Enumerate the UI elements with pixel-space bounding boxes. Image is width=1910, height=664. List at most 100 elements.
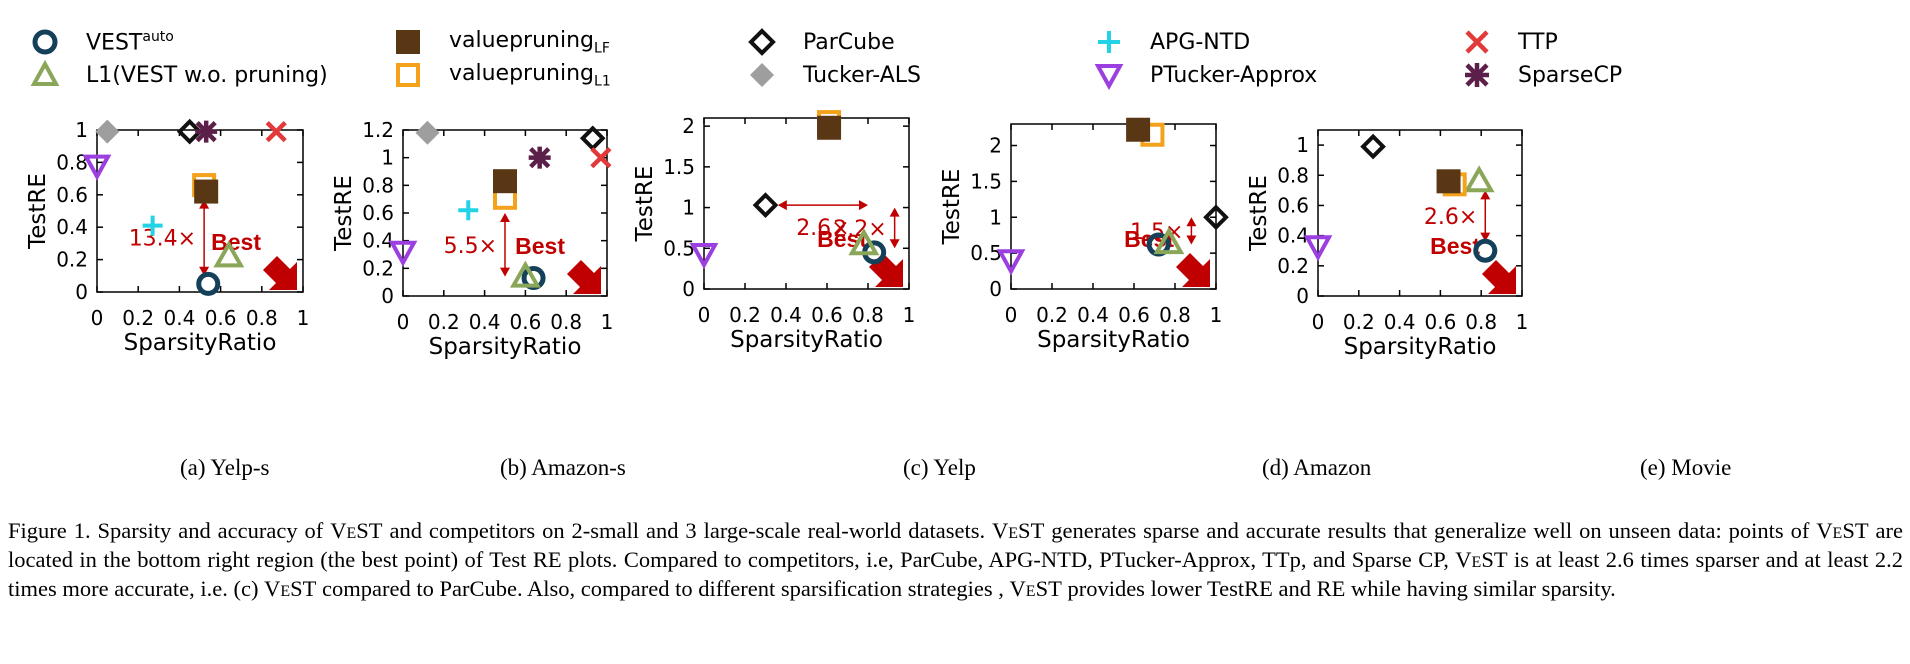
y-tick-label: 0.8 (56, 150, 88, 174)
legend-item-apg-ntd: APG-NTD (1094, 27, 1250, 57)
legend-item-sparsecp: SparseCP (1462, 60, 1622, 90)
x-tick-label: 0.8 (852, 303, 884, 327)
point-tucker-als (415, 120, 440, 145)
arrow-head (199, 266, 210, 276)
y-tick-label: 0.5 (663, 236, 695, 260)
ratio-label: 13.4× (129, 227, 196, 252)
point-sparsecp (528, 146, 551, 169)
point-apg-ntd (458, 200, 479, 221)
caption-method-name: VeST (992, 518, 1045, 543)
y-tick-label: 0.6 (56, 183, 88, 207)
caption-method-name: VeST (264, 576, 317, 601)
caption-method-name: VeST (1455, 547, 1508, 572)
legend-label-l1: L1(VEST w.o. pruning) (86, 62, 328, 88)
x-tick-label: 0.2 (729, 303, 761, 327)
filled-diamond-marker-icon (750, 63, 774, 87)
plot-frame (1317, 129, 1523, 297)
y-tick-label: 1.2 (362, 118, 394, 142)
legend-label-parcube: ParCube (803, 29, 895, 55)
point-tucker-als (95, 119, 120, 144)
legend-label-vp-l1: valuepruning (449, 60, 595, 86)
ratio-annotation: 5.5× (444, 213, 510, 277)
diamond-marker-icon (748, 28, 776, 56)
best-arrow-icon (263, 256, 297, 290)
x-tick-label: 0 (91, 306, 104, 330)
y-tick-label: 0.2 (1277, 254, 1309, 278)
point-parcube (752, 192, 779, 218)
best-arrow-icon (1482, 260, 1516, 294)
legend-item-parcube: ParCube (747, 27, 895, 57)
point-vest-auto (1473, 238, 1498, 263)
plot-frame (703, 117, 910, 290)
x-axis-label: SparsityRatio (429, 334, 582, 360)
legend-item-l1: L1(VEST w.o. pruning) (30, 60, 328, 90)
legend-label-ptucker: PTucker-Approx (1150, 62, 1318, 88)
subfigure-caption-a: (a) Yelp-s (180, 455, 270, 480)
y-axis-label: TestRE (939, 169, 965, 246)
y-tick-label: 0 (1296, 284, 1309, 308)
point-ptucker (82, 154, 112, 181)
x-tick-label: 0.8 (246, 306, 278, 330)
ratio-label: 2.6× (1424, 205, 1477, 230)
ratio-annotation: 2.6× (777, 200, 868, 241)
x-tick-label: 0.2 (1343, 310, 1375, 334)
x-axis-label: SparsityRatio (1344, 334, 1497, 360)
x-tick-label: 0.8 (1465, 310, 1497, 334)
legend-label-vest-auto: VEST (86, 30, 143, 56)
point-vest-auto (196, 271, 221, 296)
ratio-annotation: 2.6× (1424, 190, 1491, 242)
x-tick-label: 0.6 (1118, 303, 1150, 327)
point-ttp (590, 147, 612, 169)
point-valuepruning-lf (817, 115, 842, 140)
caption-part: compared to ParCube. Also, compared to d… (316, 576, 1010, 601)
point-apg-ntd (142, 215, 163, 236)
caption-part: and competitors on 2-small and 3 large-s… (382, 518, 993, 543)
legend-label-vest-auto-sup: auto (142, 28, 174, 45)
x-tick-label: 0.2 (428, 310, 460, 334)
legend-label-vp-l1-sub: L1 (594, 73, 611, 90)
x-tick-label: 0.6 (811, 303, 843, 327)
x-tick-label: 1 (903, 303, 916, 327)
x-tick-label: 1 (1516, 310, 1529, 334)
legend-label-apg-ntd: APG-NTD (1150, 29, 1251, 55)
caption-part: provides lower TestRE and RE while havin… (1061, 576, 1616, 601)
legend-item-vp-l1: valuepruningL1 (393, 60, 611, 90)
arrow-head (1480, 190, 1491, 200)
chart-panel-d: 0 0.5 1 1.5 2 0 0.2 0.4 0.6 0.8 1 SparsityRatio Test… (939, 117, 1229, 353)
y-axis-label: TestRE (331, 175, 357, 252)
figure-caption: Figure 1. Sparsity and accuracy of VeST … (8, 516, 1903, 603)
legend-item-tucker-als: Tucker-ALS (747, 60, 921, 90)
best-arrow-icon (869, 253, 903, 287)
arrow-head (889, 239, 900, 249)
x-axis-label: SparsityRatio (1037, 327, 1190, 353)
plus-marker-icon (1098, 31, 1120, 53)
subfigure-caption-e: (e) Movie (1640, 455, 1732, 480)
point-ptucker (388, 240, 418, 267)
legend-label-ttp: TTP (1518, 29, 1558, 55)
legend-item-vp-lf: valuepruningLF (393, 27, 610, 57)
ratio-annotation: 2.2× (833, 207, 900, 249)
y-tick-label: 1 (381, 146, 394, 170)
y-tick-label: 0 (75, 280, 88, 304)
caption-part: are located in the bottom right region (… (8, 518, 1904, 572)
y-axis-label: TestRE (632, 166, 658, 243)
y-tick-label: 0.4 (1277, 224, 1309, 248)
best-label: Best (515, 233, 565, 259)
y-tick-label: 1 (989, 205, 1002, 229)
triangle-marker-icon (30, 60, 60, 86)
subfigure-caption-b: (b) Amazon-s (500, 455, 626, 480)
x-tick-label: 0.4 (469, 310, 501, 334)
point-l1 (1463, 165, 1495, 193)
caption-part: is at least 2.6 times sparser and at lea… (8, 547, 1904, 601)
best-arrow-icon (567, 260, 601, 294)
open-square-marker-icon (396, 63, 420, 87)
arrow-head (500, 213, 510, 222)
point-valuepruning-lf (493, 169, 517, 194)
ratio-annotation: 13.4× (129, 199, 210, 276)
arrow-head (500, 267, 510, 277)
filled-square-marker-icon (396, 30, 420, 54)
y-tick-label: 0.2 (56, 248, 88, 272)
point-parcube (579, 125, 606, 152)
y-tick-label: 0 (381, 284, 394, 308)
arrow-head (1480, 232, 1491, 242)
